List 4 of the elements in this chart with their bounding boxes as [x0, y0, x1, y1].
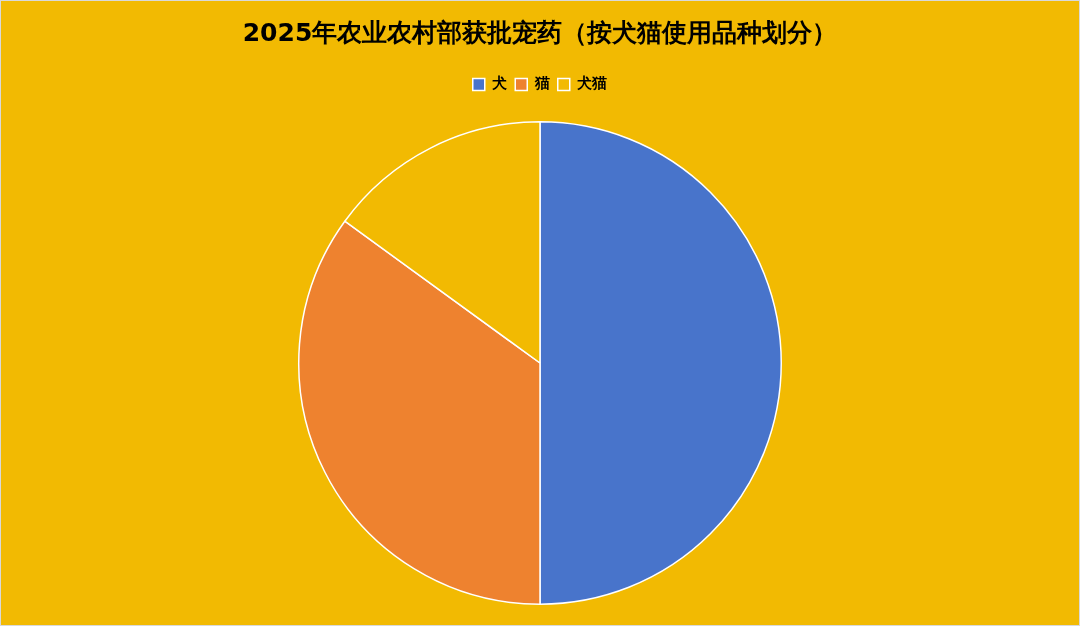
chart-title: 2025年农业农村部获批宠药（按犬猫使用品种划分）	[242, 17, 838, 47]
legend-label: 猫	[533, 74, 550, 93]
legend-label: 犬猫	[577, 74, 608, 93]
legend-label: 犬	[492, 74, 509, 93]
